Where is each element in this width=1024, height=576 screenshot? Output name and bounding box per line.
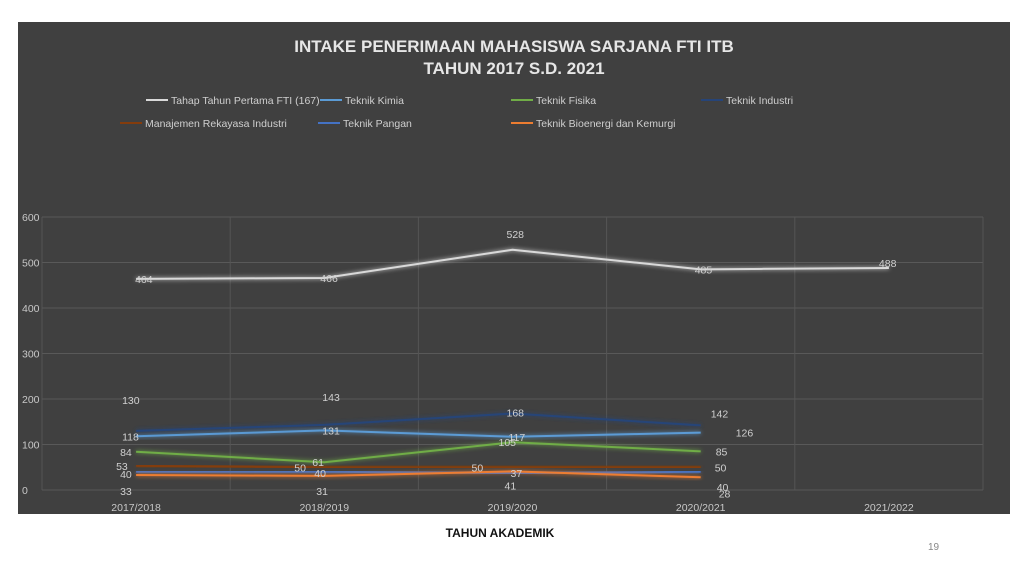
y-tick-label: 200 [22, 394, 40, 406]
data-label: 61 [312, 457, 324, 469]
y-tick-label: 0 [22, 485, 28, 497]
data-label: 126 [736, 428, 754, 440]
legend-entry: Manajemen Rekayasa Industri [145, 118, 287, 130]
y-tick-label: 500 [22, 258, 40, 270]
data-label: 53 [116, 461, 128, 473]
legend-entry: Teknik Industri [726, 95, 793, 107]
y-axis: 0 100 200 300 400 500 600 [22, 212, 40, 497]
line-chart: INTAKE PENERIMAAN MAHASISWA SARJANA FTI … [22, 37, 984, 514]
chart-title: INTAKE PENERIMAAN MAHASISWA SARJANA FTI … [294, 37, 734, 56]
data-label: 131 [322, 425, 340, 437]
data-label: 105 [499, 437, 517, 449]
chart-grid [41, 216, 984, 491]
data-labels: 464 466 528 485 488 118 131 117 126 84 61 105 85 130 1… [116, 229, 896, 501]
data-label: 85 [716, 446, 728, 458]
data-label: 28 [719, 488, 731, 500]
data-label: 130 [122, 395, 140, 407]
x-axis: 2017/2018 2018/2019 2019/2020 2020/2021 2021… [111, 502, 914, 514]
x-tick-label: 2019/2020 [488, 502, 538, 514]
series-line [136, 470, 701, 475]
chart-panel: INTAKE PENERIMAAN MAHASISWA SARJANA FTI … [18, 22, 1010, 514]
data-label: 528 [507, 229, 525, 241]
x-tick-label: 2017/2018 [111, 502, 161, 514]
data-label: 168 [507, 408, 525, 420]
x-tick-label: 2018/2019 [299, 502, 349, 514]
data-label: 84 [120, 447, 132, 459]
data-label: 466 [320, 273, 338, 285]
legend-entry: Teknik Pangan [343, 118, 412, 130]
data-label: 31 [316, 486, 328, 498]
series-line [136, 412, 701, 432]
data-label: 50 [472, 462, 484, 474]
series-line [136, 248, 889, 280]
y-tick-label: 300 [22, 349, 40, 361]
x-tick-label: 2020/2021 [676, 502, 726, 514]
data-label: 464 [135, 274, 153, 286]
data-label: 50 [715, 462, 727, 474]
data-label: 488 [879, 258, 897, 270]
y-tick-label: 600 [22, 212, 40, 224]
data-label: 37 [511, 468, 523, 480]
chart-series [136, 248, 889, 479]
series-line [136, 464, 701, 469]
x-tick-label: 2021/2022 [864, 502, 914, 514]
legend-entry: Teknik Bioenergi dan Kemurgi [536, 118, 676, 130]
data-label: 142 [711, 408, 729, 420]
y-tick-label: 100 [22, 440, 40, 452]
series-line [136, 470, 701, 479]
legend-entry: Teknik Fisika [536, 95, 596, 107]
y-tick-label: 400 [22, 303, 40, 315]
legend-entry: Teknik Kimia [345, 95, 404, 107]
data-label: 41 [505, 480, 517, 492]
data-label: 143 [322, 392, 340, 404]
data-label: 117 [509, 432, 526, 444]
legend-entry: Tahap Tahun Pertama FTI (167) [171, 95, 320, 107]
page-number: 19 [928, 542, 940, 553]
data-label: 40 [717, 482, 729, 494]
x-axis-title: TAHUN AKADEMIK [445, 526, 555, 540]
data-label: 485 [695, 264, 713, 276]
series-line [136, 441, 701, 464]
series-line [136, 429, 701, 438]
data-label: 33 [120, 486, 132, 498]
chart-legend: Tahap Tahun Pertama FTI (167) Teknik Kimi… [120, 95, 793, 130]
chart-subtitle: TAHUN 2017 S.D. 2021 [423, 59, 604, 78]
data-label: 40 [120, 469, 132, 481]
data-label: 50 [294, 462, 306, 474]
data-label: 40 [314, 468, 326, 480]
data-label: 118 [122, 431, 139, 443]
